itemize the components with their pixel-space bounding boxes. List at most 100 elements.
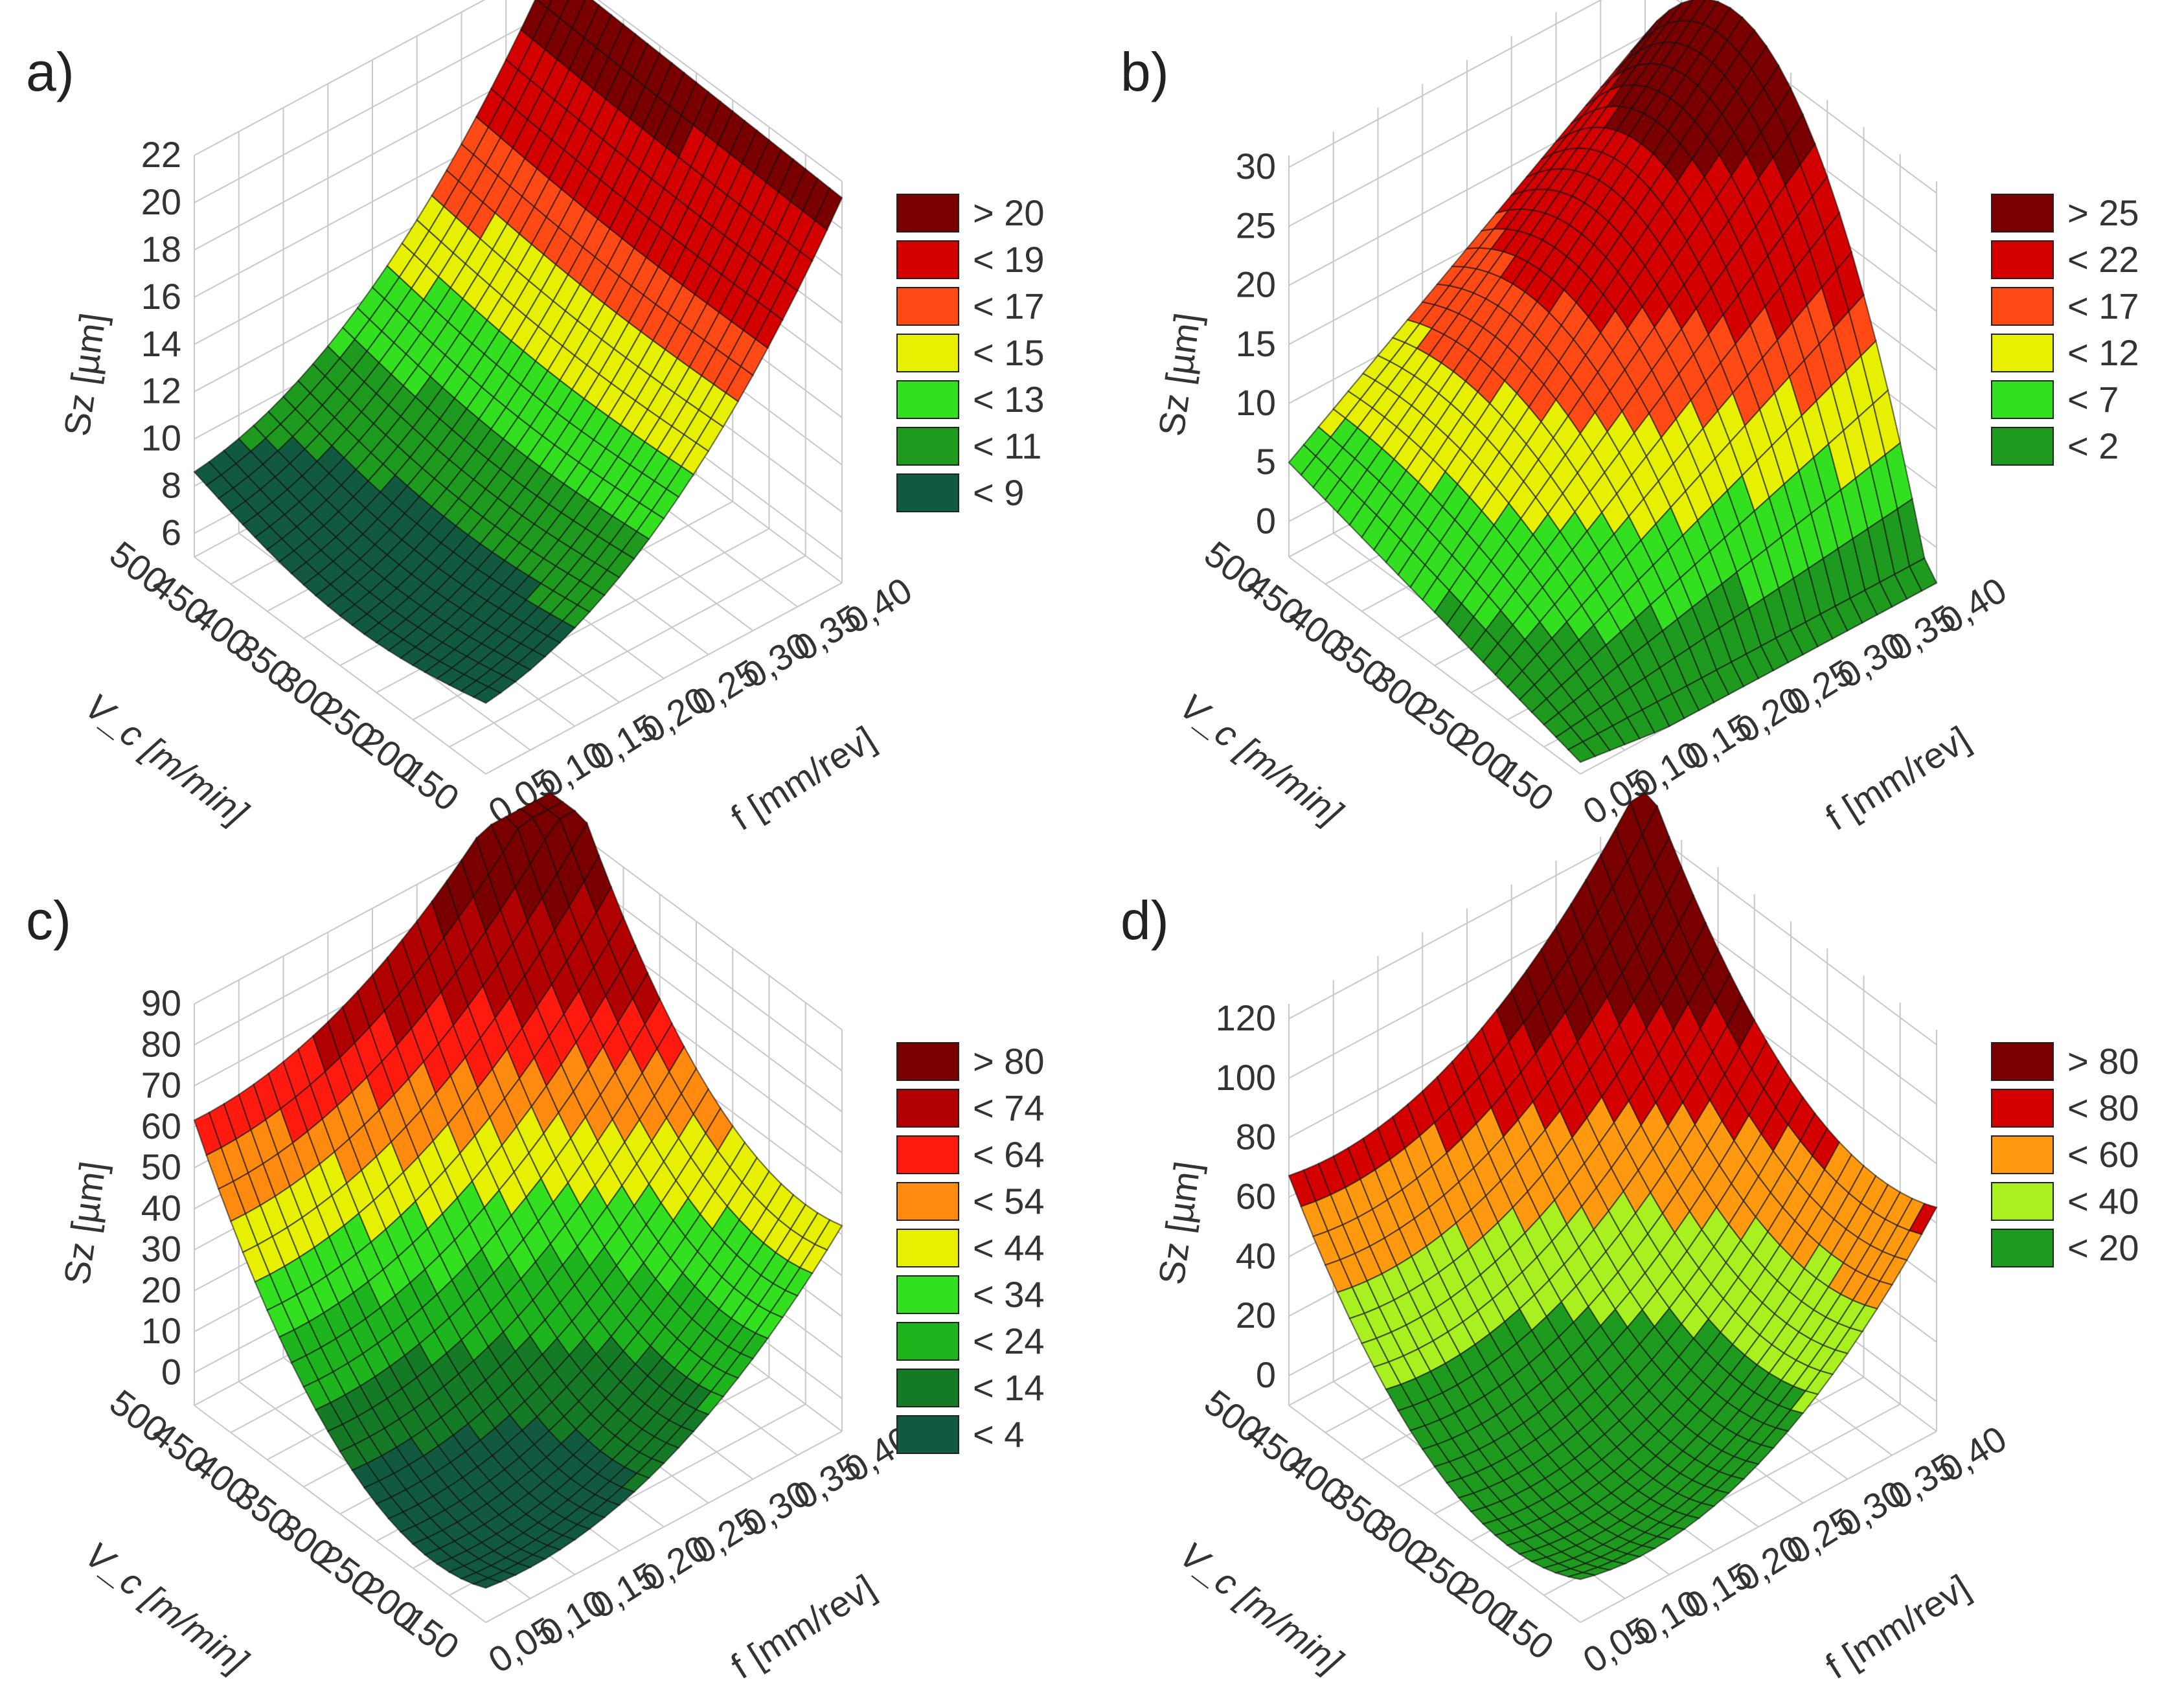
legend-swatch	[896, 1182, 959, 1221]
legend-swatch	[896, 1322, 959, 1361]
legend-label: < 44	[973, 1227, 1045, 1268]
legend-label: < 22	[2067, 239, 2139, 280]
legend-swatch	[896, 1135, 959, 1174]
surface-cell	[813, 1219, 843, 1251]
z-tick-label: 5	[1256, 441, 1276, 482]
panel-label: d)	[1120, 890, 1169, 951]
z-tick-label: 6	[161, 512, 181, 553]
legend-label: < 40	[2067, 1181, 2139, 1221]
legend-label: < 2	[2067, 426, 2119, 466]
z-tick-label: 30	[1236, 146, 1276, 187]
panel-label: c)	[26, 890, 71, 951]
legend-label: < 80	[2067, 1087, 2139, 1128]
legend-swatch	[896, 1229, 959, 1267]
legend-label: > 80	[973, 1041, 1045, 1082]
surface-cell	[1908, 1203, 1938, 1235]
vc-axis-title: V_c [m/min]	[78, 1534, 256, 1682]
z-tick-label: 100	[1216, 1057, 1276, 1098]
z-axis-title: Sz [µm]	[56, 310, 113, 438]
z-tick-label: 25	[1236, 205, 1276, 245]
surface-cell	[1665, 0, 1694, 25]
z-tick-label: 0	[1256, 500, 1276, 541]
legend-swatch	[1991, 287, 2054, 326]
legend-swatch	[896, 1275, 959, 1314]
grid-line	[449, 555, 806, 748]
z-tick-label: 80	[141, 1023, 181, 1064]
grid-line	[485, 1431, 843, 1623]
z-tick-label: 18	[141, 229, 181, 269]
surface-cell	[1678, 0, 1706, 22]
surface-cell	[813, 187, 843, 231]
vc-axis-title: V_c [m/min]	[1172, 1534, 1350, 1682]
z-axis-title: Sz [µm]	[56, 1159, 113, 1287]
z-axis-title: Sz [µm]	[1150, 1159, 1208, 1287]
z-tick-label: 20	[141, 1269, 181, 1310]
z-axis-title: Sz [µm]	[1150, 310, 1208, 438]
z-tick-label: 0	[1256, 1354, 1276, 1395]
z-axis: 0 20 40 60 80 100 120 Sz [µm]	[1150, 997, 1276, 1395]
legend-swatch	[1991, 380, 2054, 419]
legend-label: < 60	[2067, 1134, 2139, 1175]
grid-line	[1288, 0, 1937, 194]
surface-cell	[1908, 557, 1938, 592]
legend: > 80 < 80 < 60 < 40 < 20	[1991, 1041, 2139, 1268]
legend-label: < 17	[2067, 286, 2139, 326]
legend-swatch	[1991, 1135, 2054, 1174]
z-tick-label: 70	[141, 1065, 181, 1106]
z-tick-label: 22	[141, 134, 181, 175]
z-tick-label: 10	[1236, 382, 1276, 423]
legend-label: > 25	[2067, 192, 2139, 233]
legend-swatch	[896, 473, 959, 512]
legend-label: < 15	[973, 332, 1045, 373]
legend-swatch	[896, 287, 959, 326]
legend-swatch	[1991, 1089, 2054, 1128]
legend-swatch	[1991, 194, 2054, 233]
z-tick-label: 120	[1216, 997, 1276, 1038]
surface-cell	[559, 0, 586, 29]
legend-label: < 34	[973, 1274, 1045, 1315]
z-tick-label: 20	[1236, 1295, 1276, 1335]
legend-swatch	[1991, 427, 2054, 466]
legend-label: < 64	[973, 1134, 1045, 1175]
legend-swatch	[896, 380, 959, 419]
vc-axis-title: V_c [m/min]	[1172, 685, 1350, 834]
z-tick-label: 16	[141, 276, 181, 317]
surface-panel-a: a) 6 8 10 12 14 16 18 20 22 Sz [µm] 150200250300350…	[26, 0, 1045, 838]
legend-label: < 74	[973, 1087, 1045, 1128]
legend-swatch	[896, 334, 959, 372]
legend-label: < 17	[973, 286, 1045, 326]
legend: > 80 < 74 < 64 < 54 < 44 < 34 < 24 < 14 < 4	[896, 1041, 1045, 1455]
f-axis-title: f [mm/rev]	[1818, 718, 1976, 838]
z-axis: 6 8 10 12 14 16 18 20 22 Sz [µm]	[56, 134, 181, 553]
legend-label: > 80	[2067, 1041, 2139, 1082]
f-axis-title: f [mm/rev]	[723, 1567, 882, 1687]
z-tick-label: 15	[1236, 323, 1276, 364]
surface-mesh	[1288, 791, 1938, 1580]
z-tick-label: 20	[141, 181, 181, 222]
legend-label: < 13	[973, 379, 1045, 420]
z-tick-label: 12	[141, 370, 181, 411]
legend-swatch	[1991, 334, 2054, 372]
z-tick-label: 40	[141, 1187, 181, 1228]
surface-mesh	[1288, 0, 1938, 764]
legend-label: < 20	[2067, 1227, 2139, 1268]
grid-line	[194, 0, 843, 182]
z-tick-label: 20	[1236, 264, 1276, 305]
legend-swatch	[896, 1415, 959, 1454]
z-tick-label: 8	[161, 465, 181, 506]
legend-swatch	[896, 1042, 959, 1081]
legend-label: > 20	[973, 192, 1045, 233]
legend-swatch	[896, 240, 959, 279]
z-axis: 0 5 10 15 20 25 30 Sz [µm]	[1150, 146, 1276, 541]
legend-label: < 24	[973, 1321, 1045, 1361]
z-tick-label: 80	[1236, 1117, 1276, 1157]
z-tick-label: 14	[141, 323, 181, 364]
z-tick-label: 40	[1236, 1235, 1276, 1276]
legend-swatch	[1991, 240, 2054, 279]
z-tick-label: 60	[1236, 1176, 1276, 1217]
legend-swatch	[896, 194, 959, 233]
